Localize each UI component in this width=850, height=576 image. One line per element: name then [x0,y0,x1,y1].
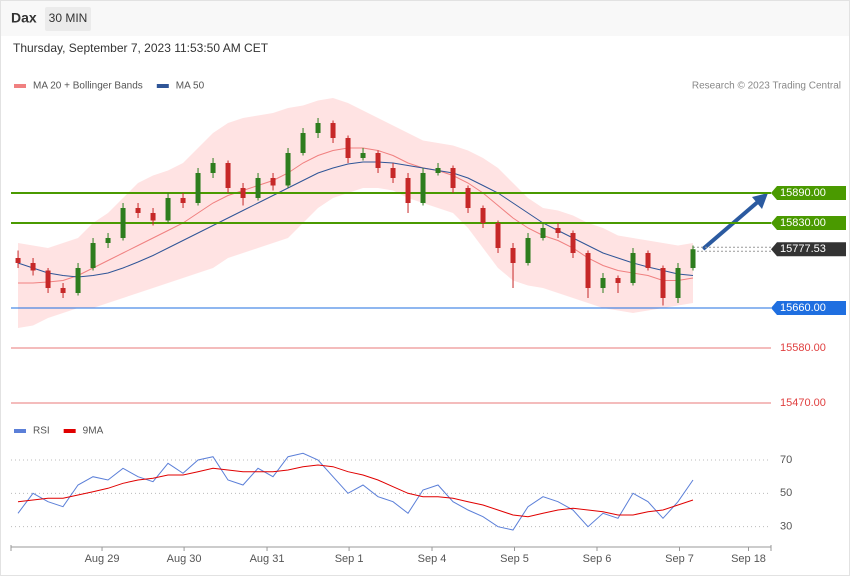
candle-body [285,153,291,186]
candle-body [165,198,171,221]
rsi-line [17,464,694,518]
level-box [771,301,846,315]
x-tick-label: Sep 18 [731,553,766,565]
candle-body [120,208,126,238]
level-label: 15890.00 [780,187,826,199]
candle-body [435,168,441,173]
candle-body [60,288,66,293]
candle-body [30,263,36,271]
candle-body [645,253,651,268]
candle-body [90,243,96,268]
candle-body [240,188,246,198]
level-label: 15580.00 [780,342,826,354]
ma-line [18,147,694,284]
candle-body [690,249,696,268]
candle-body [660,268,666,298]
y-tick-label: 70 [780,454,792,466]
x-tick-label: Sep 1 [335,553,364,565]
timestamp: Thursday, September 7, 2023 11:53:50 AM … [13,41,269,55]
candle-body [345,138,351,158]
bollinger-band [18,98,693,328]
level-box [771,216,846,230]
candle-body [75,268,81,293]
legend-swatch [14,429,26,433]
candle-body [615,278,621,283]
candle-body [465,188,471,208]
candle-body [600,278,606,288]
candle-body [630,253,636,283]
y-tick-label: 50 [780,487,792,499]
forecast-arrow [701,198,762,251]
x-tick-label: Sep 7 [665,553,694,565]
candle-body [270,178,276,186]
level-label: 15660.00 [780,302,826,314]
candle-body [135,208,141,213]
interval[interactable]: 30 MIN [49,11,88,25]
candle-body [375,153,381,168]
x-tick-label: Sep 5 [500,553,529,565]
level-box [771,186,846,200]
candle-body [570,233,576,253]
legend-label: MA 20 + Bollinger Bands [33,81,143,92]
level-label: 15830.00 [780,217,826,229]
candle-body [225,163,231,188]
level-label: 15777.53 [780,243,826,255]
candle-body [675,268,681,298]
candle-body [450,168,456,188]
candle-body [195,173,201,203]
candle-body [405,178,411,203]
candle-body [330,123,336,138]
x-tick-label: Sep 6 [583,553,612,565]
candle-body [510,248,516,263]
candle-body [585,253,591,288]
legend-swatch [14,84,26,88]
candle-body [495,223,501,248]
candle-body [45,270,51,288]
candle-body [525,238,531,263]
x-tick-label: Aug 29 [85,553,120,565]
candle-body [105,238,111,243]
x-tick-label: Aug 31 [250,553,285,565]
title: Dax [11,10,37,26]
candle-body [210,163,216,173]
level-box [771,242,846,257]
candle-body [180,198,186,203]
rsi-line [17,452,694,531]
candle-body [555,228,561,233]
candle-body [360,153,366,158]
header-bar [1,1,849,36]
legend-swatch [156,84,169,88]
y-tick-label: 30 [780,521,792,533]
x-tick-label: Aug 30 [167,553,202,565]
x-tick-label: Sep 4 [418,553,447,565]
candle-body [15,258,21,263]
candle-body [390,168,396,178]
legend-swatch [63,429,76,433]
candle-body [315,123,321,133]
candle-body [255,178,261,198]
candle-body [150,213,156,221]
candle-body [300,133,306,153]
level-label: 15470.00 [780,397,826,409]
legend-label: MA 50 [176,81,205,92]
candle-body [420,173,426,203]
candle-body [480,208,486,223]
forecast-arrowhead [752,193,768,209]
legend-label: 9MA [83,426,104,437]
candle-body [540,228,546,238]
annotation: Research © 2023 Trading Central [692,81,841,92]
legend-label: RSI [33,426,50,437]
ma-line [17,161,694,278]
interval-box[interactable] [45,7,91,31]
